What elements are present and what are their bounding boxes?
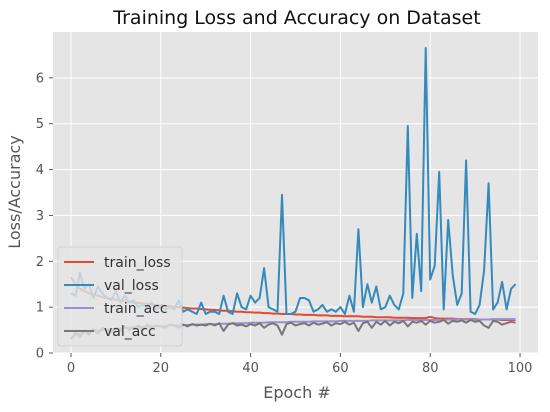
- legend-label-val-acc: val_acc: [104, 324, 156, 340]
- x-ticks: 0 20 40 60 80 100: [67, 353, 533, 376]
- legend-label-val-loss: val_loss: [104, 278, 159, 294]
- y-tick-label: 3: [36, 209, 44, 224]
- x-tick-label: 100: [508, 361, 533, 376]
- x-axis-label: Epoch #: [263, 383, 330, 402]
- y-axis-label: Loss/Accuracy: [5, 135, 24, 249]
- legend-label-train-acc: train_acc: [104, 301, 168, 317]
- x-tick-label: 20: [153, 361, 170, 376]
- chart-title: Training Loss and Accuracy on Dataset: [112, 7, 480, 29]
- y-tick-label: 4: [36, 163, 44, 178]
- x-tick-label: 0: [67, 361, 75, 376]
- y-tick-label: 0: [36, 347, 44, 362]
- legend-label-train-loss: train_loss: [104, 255, 171, 271]
- y-tick-label: 6: [36, 71, 44, 86]
- x-tick-label: 40: [242, 361, 259, 376]
- y-tick-label: 5: [36, 117, 44, 132]
- x-tick-label: 80: [422, 361, 439, 376]
- y-tick-label: 2: [36, 255, 44, 270]
- x-tick-label: 60: [332, 361, 349, 376]
- legend-box: [57, 246, 183, 347]
- y-tick-label: 1: [36, 301, 44, 316]
- y-ticks: 0 1 2 3 4 5 6: [36, 71, 53, 362]
- legend: train_loss val_loss train_acc val_acc: [57, 246, 183, 347]
